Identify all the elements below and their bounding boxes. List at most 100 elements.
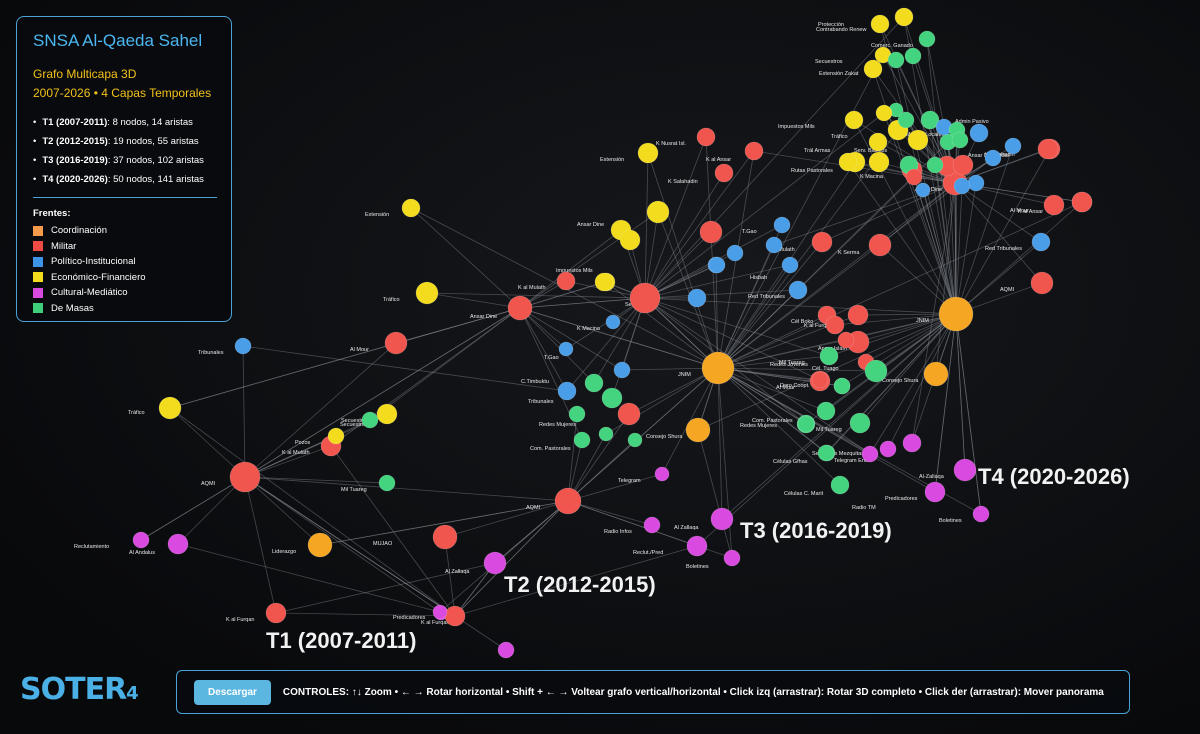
- graph-node[interactable]: [654, 466, 670, 482]
- graph-node[interactable]: [864, 359, 888, 383]
- graph-node[interactable]: [584, 373, 604, 393]
- graph-node[interactable]: [773, 216, 791, 234]
- graph-node[interactable]: [617, 402, 641, 426]
- graph-node[interactable]: [444, 605, 466, 627]
- graph-node[interactable]: [744, 141, 764, 161]
- graph-node[interactable]: [797, 415, 815, 433]
- graph-node[interactable]: [830, 475, 850, 495]
- graph-node[interactable]: [701, 351, 735, 385]
- graph-node[interactable]: [969, 123, 989, 143]
- graph-node[interactable]: [573, 431, 591, 449]
- graph-node[interactable]: [696, 127, 716, 147]
- graph-node[interactable]: [483, 551, 507, 575]
- graph-node[interactable]: [132, 531, 150, 549]
- graph-node[interactable]: [627, 432, 643, 448]
- graph-node[interactable]: [710, 507, 734, 531]
- graph-node[interactable]: [894, 7, 914, 27]
- graph-node[interactable]: [554, 487, 582, 515]
- graph-node[interactable]: [714, 163, 734, 183]
- graph-node[interactable]: [781, 256, 799, 274]
- graph-node[interactable]: [811, 231, 833, 253]
- graph-node[interactable]: [307, 532, 333, 558]
- graph-node[interactable]: [1043, 194, 1065, 216]
- graph-node[interactable]: [1030, 271, 1054, 295]
- graph-node[interactable]: [924, 481, 946, 503]
- graph-node[interactable]: [938, 296, 974, 332]
- graph-node[interactable]: [951, 131, 969, 149]
- graph-node[interactable]: [967, 174, 985, 192]
- graph-node[interactable]: [920, 110, 940, 130]
- graph-node[interactable]: [234, 337, 252, 355]
- graph-node[interactable]: [686, 535, 708, 557]
- graph-node[interactable]: [870, 14, 890, 34]
- graph-node[interactable]: [619, 229, 641, 251]
- graph-node[interactable]: [879, 440, 897, 458]
- graph-node[interactable]: [923, 361, 949, 387]
- graph-node[interactable]: [361, 411, 379, 429]
- graph-node[interactable]: [401, 198, 421, 218]
- graph-node[interactable]: [265, 602, 287, 624]
- graph-node[interactable]: [837, 331, 855, 349]
- graph-node[interactable]: [557, 381, 577, 401]
- graph-node[interactable]: [875, 104, 893, 122]
- graph-node[interactable]: [868, 132, 888, 152]
- graph-node[interactable]: [897, 111, 915, 129]
- graph-node[interactable]: [558, 341, 574, 357]
- graph-node[interactable]: [863, 59, 883, 79]
- graph-node[interactable]: [708, 256, 726, 274]
- graph-node[interactable]: [817, 444, 835, 462]
- graph-node[interactable]: [904, 47, 922, 65]
- graph-node[interactable]: [972, 505, 990, 523]
- graph-node[interactable]: [637, 142, 659, 164]
- graph-node[interactable]: [953, 177, 971, 195]
- graph-node[interactable]: [556, 271, 576, 291]
- graph-node[interactable]: [415, 281, 439, 305]
- graph-node[interactable]: [844, 110, 864, 130]
- graph-node[interactable]: [384, 331, 408, 355]
- graph-node[interactable]: [432, 604, 448, 620]
- graph-node[interactable]: [819, 346, 839, 366]
- graph-node[interactable]: [378, 474, 396, 492]
- graph-node[interactable]: [816, 401, 836, 421]
- graph-node[interactable]: [838, 152, 858, 172]
- graph-node[interactable]: [887, 51, 905, 69]
- graph-node[interactable]: [229, 461, 261, 493]
- graph-node[interactable]: [167, 533, 189, 555]
- graph-node[interactable]: [847, 304, 869, 326]
- graph-node[interactable]: [1031, 232, 1051, 252]
- graph-node[interactable]: [861, 445, 879, 463]
- graph-node[interactable]: [629, 282, 661, 314]
- graph-node[interactable]: [833, 377, 851, 395]
- graph-node[interactable]: [788, 280, 808, 300]
- graph-node[interactable]: [594, 272, 614, 292]
- graph-node[interactable]: [726, 244, 744, 262]
- graph-node[interactable]: [432, 524, 458, 550]
- graph-node[interactable]: [952, 154, 974, 176]
- graph-node[interactable]: [497, 641, 515, 659]
- graph-node[interactable]: [915, 182, 931, 198]
- graph-node[interactable]: [1004, 137, 1022, 155]
- graph-node[interactable]: [643, 516, 661, 534]
- graph-node[interactable]: [685, 417, 711, 443]
- graph-node[interactable]: [849, 412, 871, 434]
- graph-node[interactable]: [376, 403, 398, 425]
- graph-node[interactable]: [327, 427, 345, 445]
- graph-node[interactable]: [811, 371, 829, 389]
- graph-node[interactable]: [902, 433, 922, 453]
- graph-node[interactable]: [699, 220, 723, 244]
- graph-node[interactable]: [723, 549, 741, 567]
- graph-node[interactable]: [905, 168, 923, 186]
- graph-node[interactable]: [868, 151, 890, 173]
- graph-node[interactable]: [1037, 138, 1059, 160]
- graph-node[interactable]: [568, 405, 586, 423]
- graph-node[interactable]: [765, 236, 783, 254]
- graph-node[interactable]: [907, 129, 929, 151]
- graph-node[interactable]: [605, 314, 621, 330]
- graph-node[interactable]: [984, 149, 1002, 167]
- graph-node[interactable]: [646, 200, 670, 224]
- graph-node[interactable]: [825, 315, 845, 335]
- graph-node[interactable]: [918, 30, 936, 48]
- graph-node[interactable]: [601, 387, 623, 409]
- graph-node[interactable]: [613, 361, 631, 379]
